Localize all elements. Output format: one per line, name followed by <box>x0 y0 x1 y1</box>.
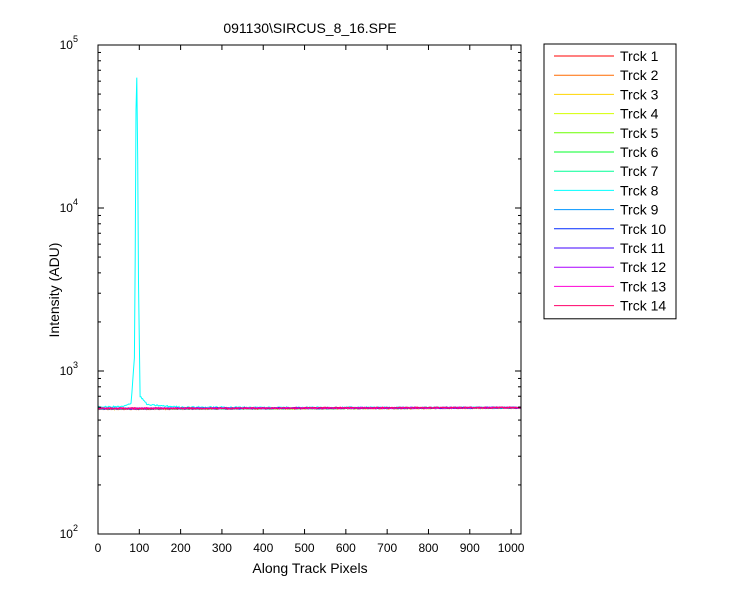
legend-entry-label: Trck 10 <box>620 221 666 237</box>
x-tick-label: 300 <box>212 541 232 555</box>
x-tick-label: 0 <box>95 541 102 555</box>
legend-entry-label: Trck 2 <box>620 67 659 83</box>
legend-entry-label: Trck 5 <box>620 125 659 141</box>
x-tick-label: 400 <box>253 541 273 555</box>
y-tick-label: 103 <box>60 360 78 378</box>
y-tick-label: 104 <box>60 197 78 215</box>
y-axis: 102 103 104 105 <box>60 34 521 541</box>
x-axis-label: Along Track Pixels <box>252 560 367 576</box>
plot-area-frame <box>97 44 522 535</box>
legend-entry-label: Trck 1 <box>620 48 659 64</box>
x-tick-label: 1000 <box>498 541 525 555</box>
chart-title: 091130\SIRCUS_8_16.SPE <box>223 20 396 36</box>
x-tick-label: 600 <box>336 541 356 555</box>
legend-entry-label: Trck 4 <box>620 106 659 122</box>
y-tick-label: 105 <box>60 34 78 52</box>
legend-entry-label: Trck 12 <box>620 259 666 275</box>
y-axis-label: Intensity (ADU) <box>46 243 62 338</box>
series-line-14 <box>98 406 521 410</box>
x-tick-label: 200 <box>171 541 191 555</box>
legend-entry-label: Trck 14 <box>620 298 666 314</box>
x-tick-label: 700 <box>377 541 397 555</box>
x-axis: 0 100 200 300 400 500 600 700 800 900 1000 <box>95 45 525 555</box>
legend-entry-label: Trck 8 <box>620 182 659 198</box>
y-tick-label: 102 <box>60 523 78 541</box>
legend-entry-label: Trck 7 <box>620 163 659 179</box>
legend-entry-label: Trck 9 <box>620 202 659 218</box>
legend-entry-label: Trck 6 <box>620 144 659 160</box>
x-tick-label: 800 <box>418 541 438 555</box>
legend-entry-label: Trck 11 <box>620 240 665 256</box>
legend: Trck 1 Trck 2 Trck 3 Trck 4 Trck 5 Trck 6 Trck… <box>543 43 677 320</box>
x-tick-label: 100 <box>129 541 149 555</box>
x-tick-label: 900 <box>460 541 480 555</box>
legend-entry-label: Trck 13 <box>620 278 666 294</box>
legend-box <box>543 43 677 320</box>
x-tick-label: 500 <box>295 541 315 555</box>
legend-entry-label: Trck 3 <box>620 86 659 102</box>
